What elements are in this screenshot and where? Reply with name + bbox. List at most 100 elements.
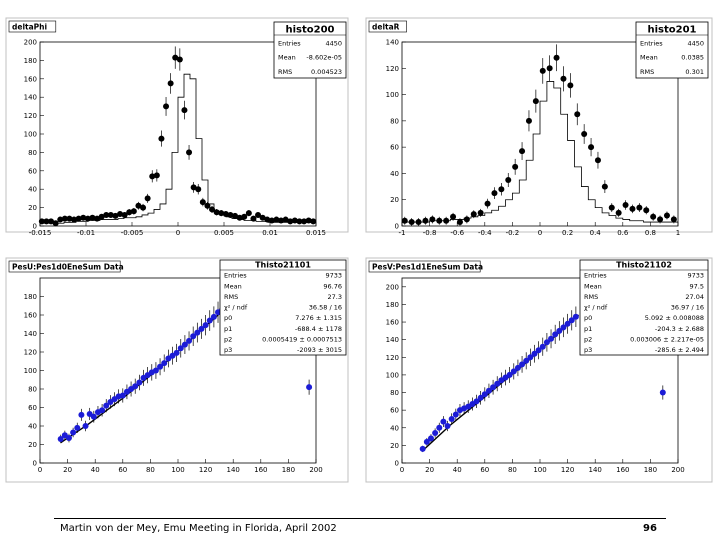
stats-label: Mean <box>224 282 242 290</box>
y-tick-label: 80 <box>28 149 37 157</box>
data-point <box>473 398 480 405</box>
data-point <box>494 380 501 387</box>
data-point <box>506 371 513 378</box>
data-point <box>629 205 636 212</box>
stats-label: p3 <box>584 346 592 354</box>
data-point <box>264 216 271 223</box>
x-tick-label: 180 <box>644 466 657 474</box>
data-point <box>608 204 615 211</box>
x-tick-label: 80 <box>146 466 155 474</box>
x-tick-label: -0.015 <box>29 229 52 237</box>
data-point <box>227 211 234 218</box>
y-tick-label: 140 <box>24 94 37 102</box>
stats-value: -285.6 ± 2.494 <box>655 346 704 354</box>
stats-title: Thisto21102 <box>616 261 672 270</box>
data-point <box>523 357 530 364</box>
data-point <box>119 392 126 399</box>
chart-panel-1: deltaPhi -0.015 -0.01 -0.005 0 0.005 0.01 0.015… <box>5 17 349 237</box>
data-point <box>84 215 91 222</box>
y-tick-label: 120 <box>24 112 37 120</box>
data-point <box>436 424 443 431</box>
data-point <box>415 219 422 226</box>
data-point <box>432 430 439 437</box>
data-point <box>236 214 243 221</box>
stats-label: RMS <box>224 293 238 301</box>
data-point <box>140 204 147 211</box>
y-tick-label: 0 <box>395 223 399 231</box>
data-point <box>519 361 526 368</box>
data-point <box>539 343 546 350</box>
data-point <box>456 219 463 226</box>
data-point <box>443 217 450 224</box>
data-point <box>153 172 160 179</box>
data-point <box>548 335 555 342</box>
stats-value: 9733 <box>325 272 342 280</box>
data-point <box>514 364 521 371</box>
x-tick-label: 140 <box>227 466 240 474</box>
data-point <box>268 217 275 224</box>
page-number: 96 <box>643 523 657 534</box>
data-point <box>568 317 575 324</box>
stats-label: p1 <box>584 325 592 333</box>
x-tick-label: -0.6 <box>450 229 464 237</box>
data-point <box>259 214 266 221</box>
stats-value: -688.4 ± 1178 <box>295 325 342 333</box>
y-tick-label: 120 <box>386 65 399 73</box>
data-point <box>519 148 526 155</box>
data-point <box>161 360 168 367</box>
data-point <box>107 211 114 218</box>
x-tick-label: 100 <box>533 466 546 474</box>
stats-value: 4450 <box>325 39 342 47</box>
data-point <box>126 209 133 216</box>
data-point <box>103 211 110 218</box>
stats-value: 4450 <box>687 39 704 47</box>
stats-label: Mean <box>278 54 296 62</box>
data-point <box>282 216 289 223</box>
data-point <box>99 407 106 414</box>
x-tick-label: 140 <box>589 466 602 474</box>
data-point <box>163 103 170 110</box>
title-box <box>8 260 121 273</box>
stats-value: 36.97 / 16 <box>671 304 704 312</box>
data-point <box>567 82 574 89</box>
stats-value: 96.76 <box>323 282 342 290</box>
data-point <box>484 200 491 207</box>
stats-label: p1 <box>224 325 232 333</box>
chart-title: deltaPhi <box>12 23 47 32</box>
stats-value: 9733 <box>687 272 704 280</box>
data-point <box>194 329 201 336</box>
data-point <box>65 435 72 442</box>
x-tick-label: 0.6 <box>617 229 629 237</box>
data-point <box>103 402 110 409</box>
y-tick-label: 0 <box>395 460 399 468</box>
data-point <box>481 391 488 398</box>
data-point <box>422 217 429 224</box>
x-tick-label: 160 <box>254 466 267 474</box>
stats-value: -8.602e-05 <box>306 54 342 62</box>
data-point <box>527 354 534 361</box>
data-point <box>477 394 484 401</box>
stats-box <box>579 259 709 356</box>
y-tick-label: 80 <box>28 386 37 394</box>
data-point <box>121 211 128 218</box>
y-tick-label: 180 <box>386 301 399 309</box>
data-point <box>144 195 151 202</box>
data-point <box>305 217 312 224</box>
x-tick-label: 0.4 <box>590 229 602 237</box>
x-tick-label: 20 <box>63 466 72 474</box>
stats-label: χ² / ndf <box>224 304 248 312</box>
y-tick-label: 40 <box>28 186 37 194</box>
data-point <box>173 349 180 356</box>
data-point <box>98 213 105 220</box>
x-tick-label: -0.4 <box>478 229 492 237</box>
x-tick-label: 0 <box>38 466 42 474</box>
chart-panel-2: deltaR -1 -0.8 -0.6 -0.4 -0.2 0 0.2 0.4 0.6 0.8 1 0 2… <box>365 17 713 237</box>
data-point <box>61 215 68 222</box>
y-tick-label: 140 <box>386 336 399 344</box>
data-point <box>401 217 408 224</box>
data-point <box>132 383 139 390</box>
x-tick-label: -0.2 <box>506 229 520 237</box>
title-box <box>368 260 481 273</box>
stats-value: 7.276 ± 1.315 <box>295 314 342 322</box>
data-point <box>222 211 229 218</box>
